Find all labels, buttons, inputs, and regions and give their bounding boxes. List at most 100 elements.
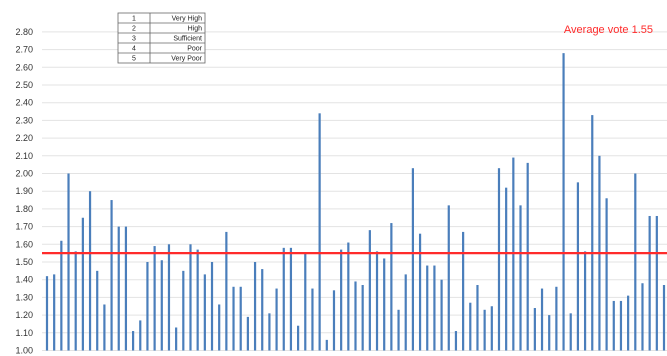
- y-tick-label: 2.60: [15, 62, 33, 72]
- bar: [153, 246, 156, 351]
- bar: [576, 182, 580, 351]
- bar: [124, 226, 128, 351]
- bar: [318, 113, 321, 351]
- bar: [74, 251, 77, 351]
- bar: [440, 279, 443, 351]
- bar: [282, 247, 285, 351]
- y-tick-label: 2.70: [15, 45, 33, 55]
- bar: [526, 162, 529, 351]
- bar: [454, 331, 458, 351]
- bar: [433, 265, 436, 351]
- y-tick-label: 2.30: [15, 115, 33, 125]
- bar: [246, 316, 249, 351]
- y-axis: 1.00 1.10 1.20 1.30 1.40 1.50 1.60 1.70 1.80 1.90…: [15, 27, 33, 356]
- bar: [533, 308, 536, 351]
- legend-label: Poor: [187, 46, 202, 53]
- bar: [275, 288, 278, 351]
- y-tick-label: 2.20: [15, 133, 33, 143]
- bar: [483, 309, 486, 351]
- bar: [497, 168, 501, 351]
- bar: [462, 231, 465, 351]
- bar: [261, 269, 264, 351]
- bar: [167, 244, 171, 351]
- bar: [81, 217, 84, 351]
- bar: [311, 288, 314, 351]
- bar: [139, 320, 142, 351]
- y-tick-label: 1.20: [15, 310, 33, 320]
- y-tick-label: 2.40: [15, 98, 33, 108]
- bar: [562, 53, 565, 351]
- legend-label: High: [188, 26, 203, 33]
- bar: [253, 262, 257, 351]
- bar: [53, 274, 56, 351]
- bar: [490, 306, 493, 351]
- y-tick-label: 1.70: [15, 222, 33, 232]
- bar: [289, 247, 293, 351]
- bar: [555, 286, 558, 351]
- bar: [627, 295, 630, 351]
- y-tick-label: 1.10: [15, 328, 33, 338]
- bar: [325, 339, 328, 351]
- bar: [583, 251, 587, 351]
- bar: [67, 173, 70, 351]
- legend-code: 4: [132, 46, 136, 53]
- bar: [239, 286, 242, 351]
- y-tick-label: 2.10: [15, 151, 33, 161]
- bar: [160, 260, 163, 351]
- bar: [232, 286, 235, 351]
- y-tick-label: 2.80: [15, 27, 33, 37]
- legend-label: Very High: [172, 16, 202, 23]
- y-tick-label: 1.00: [15, 346, 33, 356]
- legend-code: 1: [132, 16, 136, 23]
- bar: [404, 274, 407, 351]
- y-tick-label: 1.90: [15, 186, 33, 196]
- bar: [519, 205, 522, 351]
- bar: [612, 300, 615, 351]
- bar: [411, 168, 414, 351]
- bar: [96, 270, 99, 351]
- bar: [634, 173, 637, 351]
- bar: [476, 285, 479, 351]
- legend-label: Sufficient: [173, 36, 202, 43]
- bar: [418, 233, 422, 351]
- bar: [540, 288, 544, 351]
- bar: [182, 270, 185, 351]
- bar: [641, 283, 644, 351]
- bar: [648, 215, 651, 351]
- bar: [662, 285, 666, 351]
- bar: [268, 313, 271, 351]
- bars: [45, 53, 666, 351]
- bar: [469, 302, 472, 351]
- bar: [60, 240, 63, 351]
- bar: [340, 249, 343, 351]
- legend-table: 1 Very High 2 High 3 Sufficient 4 Poor 5 Very Poo…: [117, 12, 206, 64]
- bar: [175, 327, 178, 351]
- bar: [447, 205, 450, 351]
- legend-code: 5: [132, 56, 136, 63]
- legend-table-border: [117, 12, 206, 64]
- bar: [605, 198, 608, 351]
- bar: [297, 325, 300, 351]
- bar: [569, 313, 572, 351]
- bar: [189, 244, 192, 351]
- bar: [332, 290, 336, 351]
- bar: [218, 304, 221, 351]
- bar: [117, 226, 120, 351]
- bar: [203, 274, 206, 351]
- bar: [397, 309, 400, 351]
- bar: [210, 262, 214, 351]
- bar: [591, 115, 594, 351]
- bar: [146, 262, 149, 351]
- average-annotation: Average vote 1.55: [564, 24, 653, 36]
- bar: [110, 200, 113, 351]
- y-tick-label: 1.40: [15, 275, 33, 285]
- bar: [548, 315, 551, 351]
- bar: [375, 251, 379, 351]
- bar: [619, 300, 623, 351]
- bar: [103, 304, 106, 351]
- bar: [347, 242, 350, 351]
- bar: [45, 276, 49, 351]
- bar: [354, 281, 357, 351]
- bar: [383, 258, 386, 351]
